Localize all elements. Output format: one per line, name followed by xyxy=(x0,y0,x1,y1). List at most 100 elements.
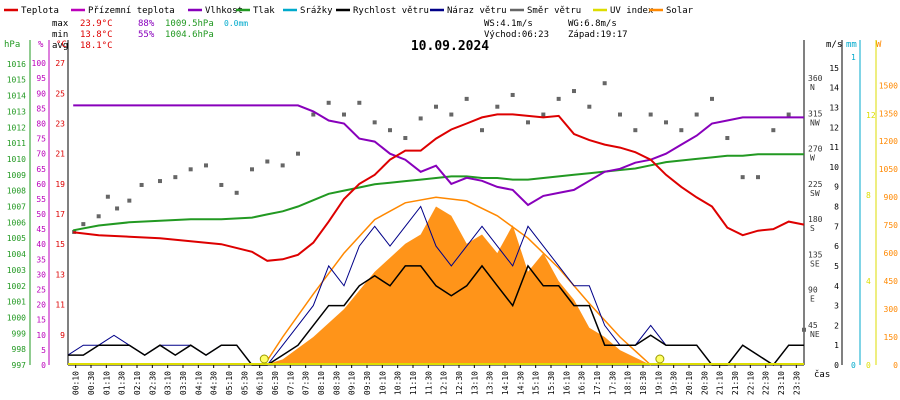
direction-point xyxy=(664,120,668,125)
temperature-tick-label: 17 xyxy=(55,210,65,219)
pressure-tick-label: 1007 xyxy=(7,203,26,212)
direction-point xyxy=(372,120,377,125)
legend-label: Rychlost větru xyxy=(353,6,429,16)
wind-tick-label: 3 xyxy=(834,302,839,311)
direction-point xyxy=(480,128,484,133)
pressure-tick-label: 998 xyxy=(12,345,27,354)
uv-marker xyxy=(655,354,665,364)
wind-tick-label: 8 xyxy=(834,203,839,212)
direction-point xyxy=(296,151,300,156)
pressure-tick-label: 1003 xyxy=(7,266,26,275)
direction-point xyxy=(139,182,144,187)
legend: Teplota Přízemní teplota Vlhkost Tlak Srážky… xyxy=(4,6,694,16)
x-tick-label: 00:30 xyxy=(87,371,96,395)
stats-sunrise: Východ:06:23 xyxy=(484,30,549,40)
pressure-line xyxy=(73,153,804,232)
humidity-line xyxy=(73,104,804,207)
direction-point xyxy=(280,163,285,168)
direction-tick-label: 360 xyxy=(808,74,823,83)
direction-point xyxy=(357,100,362,105)
x-tick-label: 20:10 xyxy=(685,371,694,395)
direction-point xyxy=(633,128,638,133)
direction-tick-label: 270 xyxy=(808,145,823,154)
humidity-tick-label: 100 xyxy=(32,59,47,68)
direction-letter: N xyxy=(810,83,815,92)
x-tick-label: 10:10 xyxy=(378,371,387,395)
direction-point xyxy=(725,136,730,141)
x-tick-label: 21:30 xyxy=(731,371,740,395)
pressure-tick-label: 1010 xyxy=(7,155,26,164)
stats-rain: 0.0mm xyxy=(224,19,248,28)
pressure-tick-label: 1014 xyxy=(7,92,26,101)
direction-point xyxy=(173,175,178,180)
direction-tick-label: 135 xyxy=(808,250,823,259)
uv-marker xyxy=(259,354,269,364)
temperature-tick-label: 13 xyxy=(55,270,65,279)
humidity-tick-label: 60 xyxy=(36,180,46,189)
temperature-tick-label: 9 xyxy=(60,331,65,340)
x-tick-label: 06:10 xyxy=(256,371,265,395)
temperature-tick-label: 25 xyxy=(55,89,65,98)
direction-point xyxy=(105,194,110,199)
wind-tick-label: 0 xyxy=(834,361,839,370)
pressure-tick-label: 1011 xyxy=(7,139,26,148)
solar-area xyxy=(264,206,651,365)
wind-tick-label: 4 xyxy=(834,282,839,291)
x-tick-label: 14:10 xyxy=(501,371,510,395)
x-tick-label: 06:30 xyxy=(271,371,280,395)
humidity-tick-label: 10 xyxy=(36,331,46,340)
uv-unit: W xyxy=(876,40,882,50)
stats-max-press: 1009.5hPa xyxy=(165,19,214,29)
direction-point xyxy=(648,112,653,117)
humidity-tick-label: 30 xyxy=(36,270,46,279)
direction-point xyxy=(526,120,530,125)
humidity-tick-label: 50 xyxy=(36,210,46,219)
pressure-tick-label: 999 xyxy=(12,329,27,338)
chart-title: 10.09.2024 xyxy=(411,39,489,54)
legend-label: Náraz větru xyxy=(447,6,507,16)
solar-tick-label: 1500 xyxy=(879,81,898,90)
legend-label: Přízemní teplota xyxy=(88,6,175,16)
direction-point xyxy=(679,128,684,133)
x-tick-label: 09:30 xyxy=(363,371,372,395)
x-tick-label: 17:10 xyxy=(593,371,602,395)
x-tick-label: 20:30 xyxy=(700,371,709,395)
direction-point xyxy=(342,112,346,117)
wind-tick-label: 15 xyxy=(829,64,839,73)
pressure-tick-label: 997 xyxy=(12,361,27,370)
stats-avg-label: avg xyxy=(52,41,68,51)
direction-point xyxy=(771,128,776,133)
humidity-tick-label: 80 xyxy=(36,119,46,128)
stats-panel: max 23.9°C 88% 1009.5hPa 0.0mm min 13.8°… xyxy=(52,19,628,51)
direction-point xyxy=(756,175,760,180)
uv-tick-label: 8 xyxy=(866,191,871,200)
solar-tick-label: 1350 xyxy=(879,109,898,118)
humidity-tick-label: 85 xyxy=(36,104,46,113)
x-tick-label: 03:30 xyxy=(179,371,188,395)
wind-speed-line xyxy=(68,264,804,367)
stats-avg-temp: 18.1°C xyxy=(80,41,113,51)
wind-tick-label: 2 xyxy=(834,321,839,330)
legend-label: Vlhkost xyxy=(205,6,243,16)
temperature-line xyxy=(73,113,805,262)
stats-max-temp: 23.9°C xyxy=(80,19,113,29)
direction-point xyxy=(115,206,120,211)
x-tick-label: 19:30 xyxy=(670,371,679,395)
legend-label: Směr větru xyxy=(527,6,581,16)
humidity-tick-label: 90 xyxy=(36,89,46,98)
direction-point xyxy=(802,327,806,332)
direction-point xyxy=(710,96,714,101)
legend-label: Tlak xyxy=(253,6,275,16)
x-tick-label: 05:10 xyxy=(225,371,234,395)
direction-point xyxy=(234,190,239,195)
x-tick-label: 14:30 xyxy=(516,371,525,395)
direction-point xyxy=(219,182,224,187)
direction-point xyxy=(188,167,193,172)
x-tick-label: 12:10 xyxy=(440,371,449,395)
wind-unit: m/s xyxy=(826,40,842,50)
pressure-tick-label: 1002 xyxy=(7,282,26,291)
pressure-tick-label: 1000 xyxy=(7,313,26,322)
x-tick-label: 04:10 xyxy=(194,371,203,395)
x-tick-label: 09:10 xyxy=(348,371,357,395)
x-tick-label: 19:10 xyxy=(654,371,663,395)
